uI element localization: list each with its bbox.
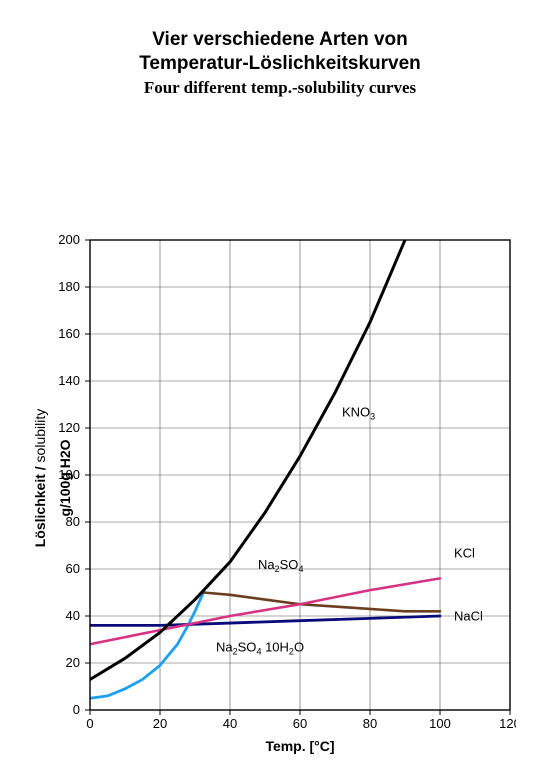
svg-text:60: 60 [293, 716, 307, 731]
x-axis-label: Temp. [°C] [90, 738, 510, 754]
title-de-line1: Vier verschiedene Arten von [152, 29, 408, 50]
svg-text:20: 20 [153, 716, 167, 731]
y-axis-label: Löslichkeit / solubility [32, 378, 48, 578]
svg-text:120: 120 [58, 420, 80, 435]
svg-text:NaCl: NaCl [454, 609, 483, 624]
svg-text:Na2SO4: Na2SO4 [258, 557, 303, 574]
title-de-line2: Temperatur-Löslichkeitskurven [139, 53, 421, 74]
svg-text:40: 40 [223, 716, 237, 731]
title-en: Four different temp.-solubility curves [0, 78, 560, 98]
svg-text:KCl: KCl [454, 545, 475, 560]
ylabel-en: solubility [32, 409, 48, 463]
svg-text:80: 80 [66, 514, 80, 529]
svg-text:140: 140 [58, 373, 80, 388]
svg-text:120: 120 [499, 716, 516, 731]
svg-text:Na2SO4 10H2O: Na2SO4 10H2O [216, 639, 304, 656]
svg-text:0: 0 [73, 702, 80, 717]
title-de: Vier verschiedene Arten von Temperatur-L… [0, 28, 560, 76]
svg-text:100: 100 [429, 716, 451, 731]
svg-text:100: 100 [58, 467, 80, 482]
svg-text:200: 200 [58, 234, 80, 247]
svg-text:160: 160 [58, 326, 80, 341]
svg-text:0: 0 [86, 716, 93, 731]
svg-text:40: 40 [66, 608, 80, 623]
svg-text:20: 20 [66, 655, 80, 670]
page: Vier verschiedene Arten von Temperatur-L… [0, 0, 560, 783]
ylabel-de: Löslichkeit / [32, 462, 48, 547]
svg-text:60: 60 [66, 561, 80, 576]
svg-text:180: 180 [58, 279, 80, 294]
svg-text:80: 80 [363, 716, 377, 731]
title-block: Vier verschiedene Arten von Temperatur-L… [0, 28, 560, 98]
chart: 0204060801001200204060801001201401601802… [90, 240, 510, 710]
